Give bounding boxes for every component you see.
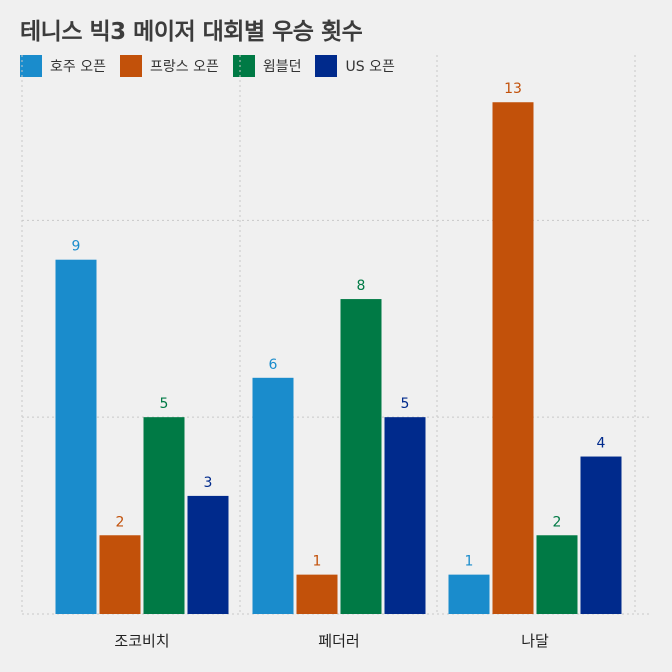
bar	[384, 417, 426, 614]
data-label: 4	[597, 436, 606, 452]
legend-label-wimbledon: 윔블던	[262, 59, 302, 75]
data-label: 8	[357, 278, 366, 294]
legend-swatch-australian-open	[20, 55, 42, 77]
legend-item-australian-open: 호주 오픈	[20, 55, 106, 77]
x-tick-label: 조코비치	[114, 632, 169, 650]
bar	[187, 495, 229, 614]
legend-swatch-wimbledon	[232, 55, 255, 77]
legend-label-french-open: 프랑스 오픈	[149, 59, 219, 75]
bar	[536, 535, 578, 614]
bar	[448, 574, 490, 614]
legend-swatch-us-open	[315, 55, 338, 77]
bar	[340, 299, 382, 614]
bar	[55, 259, 97, 614]
legend-label-us-open: US 오픈	[345, 59, 395, 75]
data-label: 6	[269, 357, 278, 373]
bar	[492, 102, 534, 614]
data-label: 13	[504, 81, 522, 97]
x-tick-label: 페더러	[318, 632, 359, 650]
data-label: 5	[160, 396, 169, 412]
data-label: 5	[401, 396, 410, 412]
legend: 호주 오픈 프랑스 오픈 윔블던 US 오픈	[20, 55, 409, 77]
data-label: 2	[553, 514, 562, 530]
bar	[252, 377, 294, 614]
data-label: 1	[313, 554, 322, 570]
bar	[99, 535, 141, 614]
chart-title: 테니스 빅3 메이저 대회별 우승 횟수	[20, 19, 363, 45]
bar	[143, 417, 185, 614]
bar	[580, 456, 622, 614]
x-tick-label: 나달	[521, 632, 549, 650]
legend-item-wimbledon: 윔블던	[232, 55, 302, 77]
data-label: 3	[204, 475, 213, 491]
data-label: 1	[465, 554, 474, 570]
legend-item-us-open: US 오픈	[315, 55, 395, 77]
legend-swatch-french-open	[119, 55, 142, 77]
legend-label-australian-open: 호주 오픈	[50, 59, 106, 75]
data-label: 2	[116, 514, 125, 530]
bar	[296, 574, 338, 614]
data-label: 9	[72, 239, 81, 255]
legend-item-french-open: 프랑스 오픈	[119, 55, 219, 77]
